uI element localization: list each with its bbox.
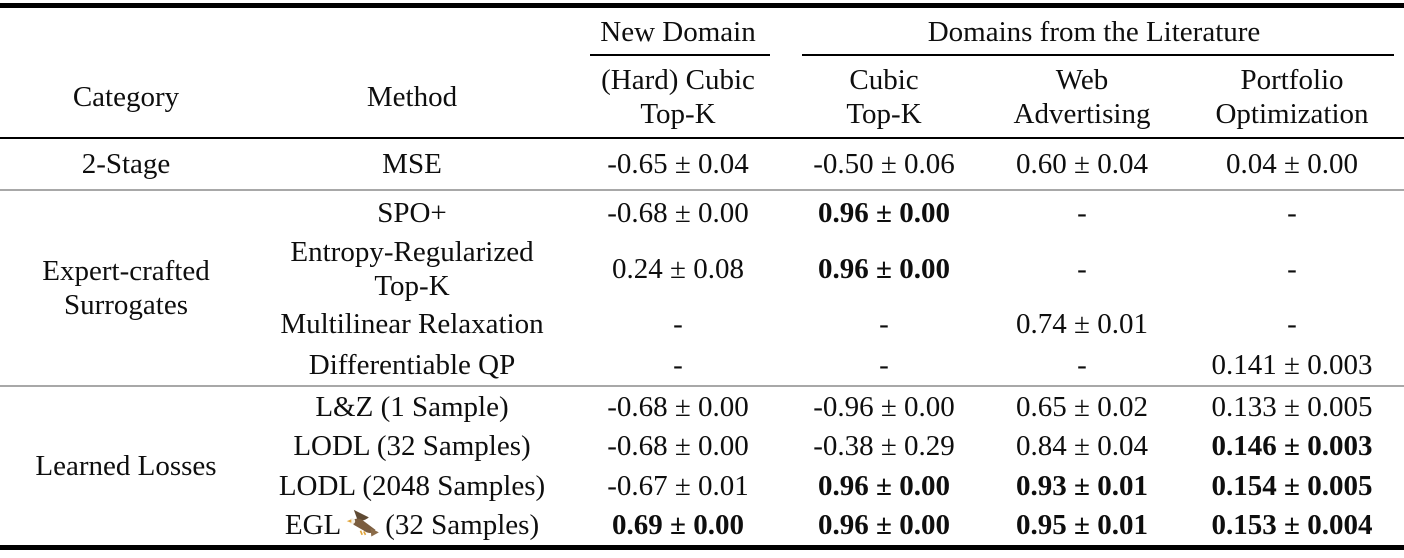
- column-header-row: Category Method (Hard) Cubic Top-K Cubic…: [0, 56, 1404, 139]
- value-cell: -: [673, 307, 683, 340]
- method-cell: MSE: [382, 148, 442, 180]
- header-line: Portfolio: [1240, 63, 1344, 96]
- header-cubic-topk: Cubic Top-K: [784, 56, 984, 139]
- section-2-stage: 2-Stage MSE -0.65 ± 0.04 -0.50 ± 0.06 0.60 ±…: [0, 138, 1404, 190]
- value-cell: 0.93 ± 0.01: [1016, 469, 1148, 502]
- value-cell: -: [984, 189, 1180, 234]
- value-cell: 0.96 ± 0.00: [784, 189, 984, 234]
- value-cell: 0.69 ± 0.00: [612, 509, 744, 541]
- header-line: Cubic: [849, 63, 919, 96]
- cmidrule-literature: [802, 54, 1395, 56]
- header-line: (Hard) Cubic: [601, 63, 755, 96]
- value-cell: 0.96 ± 0.00: [818, 509, 950, 541]
- value-cell: -: [879, 348, 889, 381]
- value-cell: -0.96 ± 0.00: [784, 385, 984, 426]
- method-cell: Entropy-Regularized Top-K: [290, 235, 534, 302]
- value-cell: 0.60 ± 0.04: [1016, 148, 1148, 180]
- table-row: LODL (32 Samples) -0.68 ± 0.00 -0.38 ± 0.2…: [0, 426, 1404, 466]
- method-cell: EGL (32 Samples): [284, 509, 540, 541]
- value-cell: 0.96 ± 0.00: [818, 252, 950, 285]
- header-line: Optimization: [1215, 97, 1369, 130]
- table-row: EGL (32 Samples) 0.69 ± 0.00 0.96 ± 0.00 0.…: [0, 505, 1404, 545]
- value-cell: 0.65 ± 0.02: [984, 385, 1180, 426]
- empty-header-cell: [0, 8, 252, 56]
- table-header: New Domain Domains from the Literature C…: [0, 8, 1404, 139]
- header-portfolio-optimization: Portfolio Optimization: [1180, 56, 1404, 139]
- value-cell: -0.68 ± 0.00: [572, 189, 784, 234]
- header-line: Top-K: [846, 97, 922, 130]
- value-cell: -0.67 ± 0.01: [607, 469, 749, 502]
- method-cell: Multilinear Relaxation: [280, 307, 544, 340]
- category-cell: 2-Stage: [81, 148, 171, 180]
- header-category: Category: [0, 56, 252, 139]
- value-cell: -: [1287, 252, 1297, 285]
- value-cell: 0.146 ± 0.003: [1211, 430, 1373, 462]
- method-cell: SPO+: [252, 189, 572, 234]
- table-row: Multilinear Relaxation - - 0.74 ± 0.01 -: [0, 303, 1404, 344]
- group-header-literature: Domains from the Literature: [784, 8, 1404, 56]
- method-cell: LODL (32 Samples): [293, 430, 531, 462]
- value-cell: 0.04 ± 0.00: [1226, 148, 1358, 180]
- table-row: Entropy-Regularized Top-K 0.24 ± 0.08 0.96…: [0, 234, 1404, 303]
- category-cell: Expert-crafted Surrogates: [0, 189, 252, 386]
- header-line: Top-K: [640, 97, 716, 130]
- value-cell: -: [1077, 252, 1087, 285]
- table-row: LODL (2048 Samples) -0.67 ± 0.01 0.96 ± 0.…: [0, 466, 1404, 505]
- value-cell: -0.68 ± 0.00: [572, 385, 784, 426]
- value-cell: 0.154 ± 0.005: [1211, 469, 1373, 502]
- cmidrule-new-domain: [590, 54, 770, 56]
- value-cell: -: [1180, 189, 1404, 234]
- header-line: Advertising: [1013, 97, 1151, 130]
- method-cell: L&Z (1 Sample): [252, 385, 572, 426]
- header-method: Method: [252, 56, 572, 139]
- header-web-advertising: Web Advertising: [984, 56, 1180, 139]
- table-row: Differentiable QP - - - 0.141 ± 0.003: [0, 344, 1404, 386]
- table-bottom-rule: [0, 545, 1404, 550]
- value-cell: -: [673, 348, 683, 381]
- group-header-new-domain: New Domain: [572, 8, 784, 56]
- section-learned-losses: Learned Losses L&Z (1 Sample) -0.68 ± 0.00…: [0, 385, 1404, 545]
- value-cell: -: [879, 307, 889, 340]
- value-cell: 0.24 ± 0.08: [612, 252, 744, 285]
- value-cell: 0.141 ± 0.003: [1211, 348, 1373, 381]
- value-cell: 0.95 ± 0.01: [1016, 509, 1148, 541]
- value-cell: -: [1287, 307, 1297, 340]
- eagle-emoji-icon: [347, 509, 380, 537]
- value-cell: -0.38 ± 0.29: [813, 430, 955, 462]
- table-top-rule: [0, 3, 1404, 8]
- empty-header-cell: [252, 8, 572, 56]
- group-label-literature: Domains from the Literature: [927, 16, 1261, 48]
- table-row: 2-Stage MSE -0.65 ± 0.04 -0.50 ± 0.06 0.60 ±…: [0, 138, 1404, 190]
- value-cell: 0.84 ± 0.04: [1016, 430, 1148, 462]
- section-expert-crafted-surrogates: Expert-crafted Surrogates SPO+ -0.68 ± 0.0…: [0, 189, 1404, 386]
- method-cell: Differentiable QP: [308, 348, 516, 381]
- value-cell: -0.65 ± 0.04: [607, 148, 749, 180]
- value-cell: 0.74 ± 0.01: [1016, 307, 1148, 340]
- value-cell: 0.133 ± 0.005: [1180, 385, 1404, 426]
- header-line: Web: [1055, 63, 1109, 96]
- results-table: New Domain Domains from the Literature C…: [0, 8, 1404, 545]
- value-cell: 0.153 ± 0.004: [1211, 509, 1373, 541]
- value-cell: -0.50 ± 0.06: [813, 148, 955, 180]
- value-cell: 0.96 ± 0.00: [818, 469, 950, 502]
- table-row: Learned Losses L&Z (1 Sample) -0.68 ± 0.00…: [0, 385, 1404, 545]
- value-cell: -: [1077, 348, 1087, 381]
- table-row: Expert-crafted Surrogates SPO+ -0.68 ± 0.0…: [0, 189, 1404, 386]
- method-cell: LODL (2048 Samples): [278, 469, 546, 502]
- value-cell: -0.68 ± 0.00: [607, 430, 749, 462]
- header-hard-cubic-topk: (Hard) Cubic Top-K: [572, 56, 784, 139]
- group-header-row: New Domain Domains from the Literature: [0, 8, 1404, 56]
- group-label-new-domain: New Domain: [600, 16, 756, 48]
- category-cell: Learned Losses: [0, 385, 252, 545]
